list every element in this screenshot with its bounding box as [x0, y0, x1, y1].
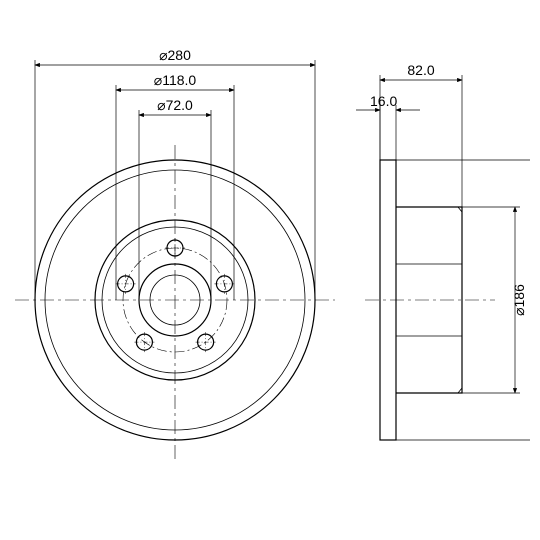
dim-t16: 16.0 [370, 93, 397, 109]
dim-w82: 82.0 [407, 62, 434, 78]
dim-d118: ⌀118.0 [154, 72, 197, 88]
dim-d72: ⌀72.0 [157, 97, 193, 113]
front-view [15, 145, 335, 460]
dim-d186: ⌀186 [511, 284, 527, 316]
side-view [365, 160, 495, 440]
dim-d280: ⌀280 [159, 47, 191, 63]
side-dimensions [356, 75, 530, 440]
technical-drawing: ⌀280 ⌀118.0 ⌀72.0 82.0 16.0 ⌀1 [0, 0, 540, 540]
